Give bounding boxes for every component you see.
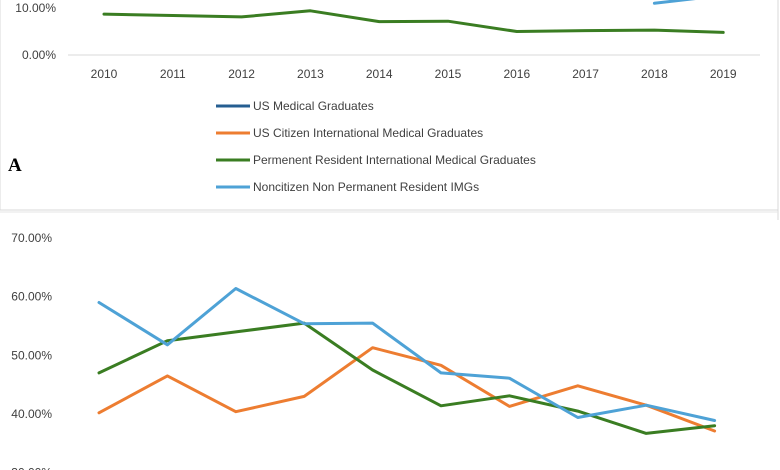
chart-a-legend: US Medical Graduates US Citizen Internati… — [216, 99, 536, 194]
chart-b-series-line — [97, 287, 717, 422]
chart-b-ytick-label: 70.00% — [11, 231, 52, 245]
legend-label: US Medical Graduates — [253, 99, 374, 113]
chart-b-series-line — [97, 321, 717, 435]
chart-a-xtick-label: 2016 — [503, 67, 530, 81]
chart-a-xtick-label: 2019 — [710, 67, 737, 81]
chart-a-xtick-label: 2017 — [572, 67, 599, 81]
chart-b-ytick-label: 60.00% — [11, 290, 52, 304]
chart-a-ytick-label: 0.00% — [22, 48, 56, 62]
chart-a-xtick-label: 2010 — [91, 67, 118, 81]
chart-b: 70.00% 60.00% 50.00% 40.00% 30.00% — [0, 211, 778, 470]
chart-b-ytick-label: 30.00% — [11, 466, 52, 470]
chart-b-series-line — [97, 346, 717, 433]
chart-a-xtick-label: 2018 — [641, 67, 668, 81]
chart-a: 10.00% 0.00% 2010 2011 2012 2013 2014 2015 2016 2… — [15, 0, 760, 81]
legend-label: Noncitizen Non Permanent Resident IMGs — [253, 180, 479, 194]
chart-a-xtick-label: 2013 — [297, 67, 324, 81]
chart-a-xtick-label: 2014 — [366, 67, 393, 81]
chart-b-ytick-label: 40.00% — [11, 407, 52, 421]
chart-b-ytick-label: 50.00% — [11, 348, 52, 362]
chart-a-series-line — [102, 9, 725, 34]
panel-label: A — [8, 155, 22, 176]
chart-a-xtick-label: 2015 — [435, 67, 462, 81]
chart-a-xtick-label: 2011 — [160, 67, 186, 81]
legend-label: Permenent Resident International Medical… — [253, 153, 536, 167]
chart-a-series-line — [652, 0, 696, 5]
chart-a-xtick-label: 2012 — [228, 67, 255, 81]
chart-a-ytick-label: 10.00% — [15, 1, 56, 15]
legend-label: US Citizen International Medical Graduat… — [253, 126, 483, 140]
